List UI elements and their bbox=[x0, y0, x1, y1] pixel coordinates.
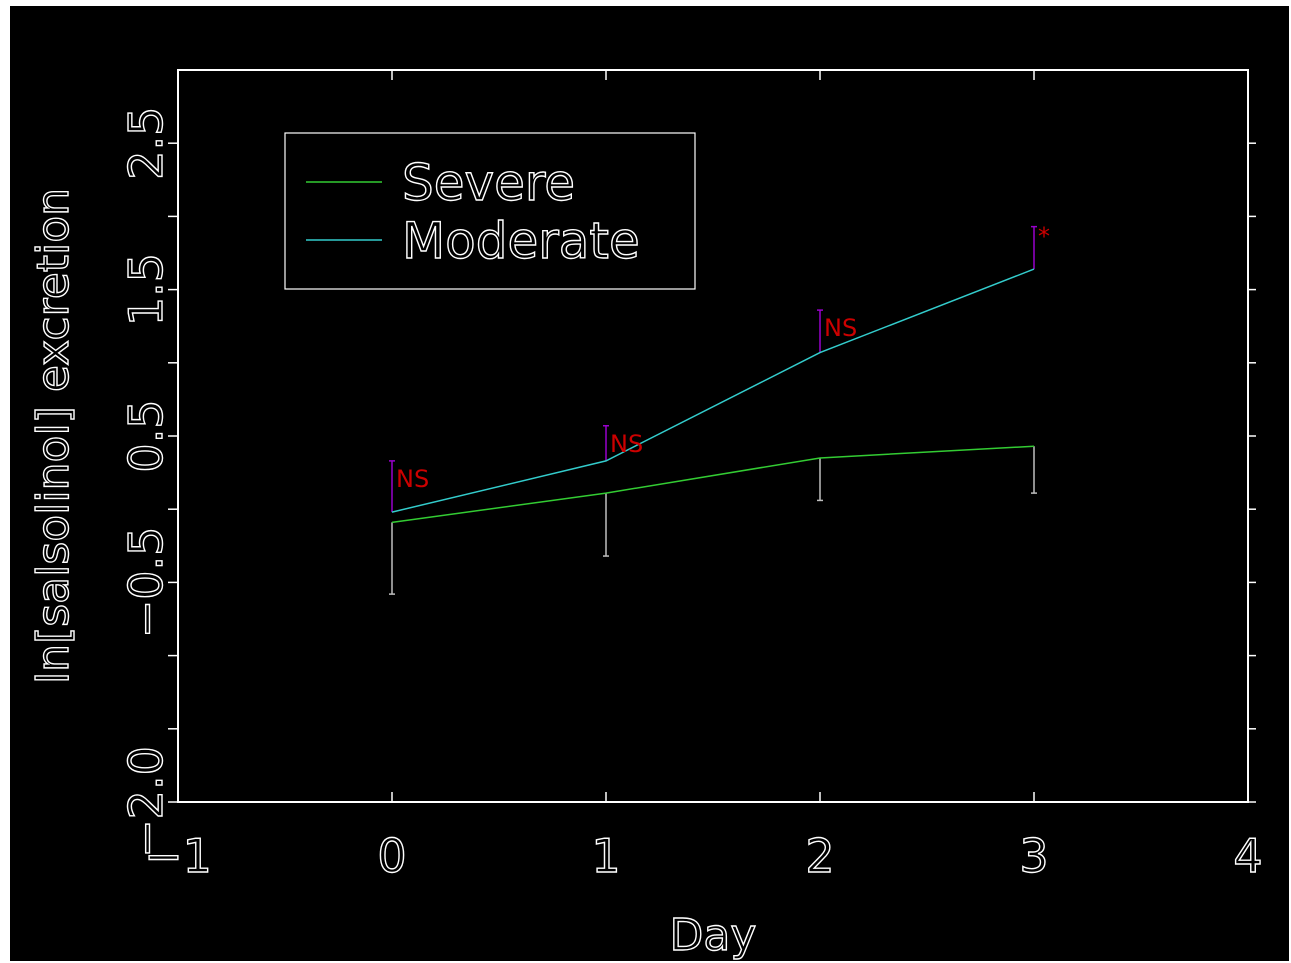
significance-label: * bbox=[1038, 223, 1050, 251]
y-tick-label: 0.5 bbox=[119, 399, 173, 472]
legend-box bbox=[284, 132, 696, 290]
significance-label: NS bbox=[396, 465, 429, 493]
severe-series-line bbox=[391, 445, 1035, 524]
y-tick-label: −0.5 bbox=[119, 527, 173, 639]
significance-label: NS bbox=[824, 314, 857, 342]
x-axis-title: Day bbox=[670, 910, 757, 961]
x-tick-label: 4 bbox=[1233, 829, 1262, 883]
x-tick-label: 3 bbox=[1019, 829, 1048, 883]
series-layer bbox=[389, 225, 1037, 595]
x-tick-label: 0 bbox=[377, 829, 406, 883]
x-tick-label: 1 bbox=[591, 829, 620, 883]
plot-border bbox=[177, 69, 1249, 803]
x-tick-label: −1 bbox=[144, 829, 212, 883]
moderate-series-line bbox=[391, 268, 1035, 513]
y-tick-label: 1.5 bbox=[119, 253, 173, 326]
annotation-layer: NS NS NS * bbox=[396, 223, 1050, 493]
y-axis-title: ln[salsolinol] excretion bbox=[28, 188, 79, 684]
y-tick-label: −2.0 bbox=[119, 746, 173, 858]
x-tick-label: 2 bbox=[805, 829, 834, 883]
legend-label-moderate: Moderate bbox=[402, 212, 640, 270]
legend-label-severe: Severe bbox=[402, 154, 575, 212]
significance-label: NS bbox=[610, 430, 643, 458]
y-tick-label: 2.5 bbox=[119, 107, 173, 180]
axes: −1 0 1 2 3 4 −2.0 −0.5 0.5 1.5 2.5 bbox=[118, 69, 1263, 884]
